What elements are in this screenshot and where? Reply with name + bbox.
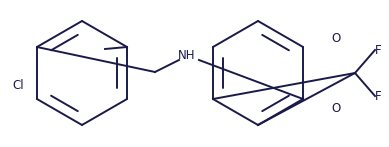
Text: O: O bbox=[331, 101, 341, 115]
Text: F: F bbox=[375, 44, 382, 56]
Text: NH: NH bbox=[178, 49, 196, 61]
Text: O: O bbox=[331, 31, 341, 45]
Text: Cl: Cl bbox=[12, 78, 24, 91]
Text: F: F bbox=[375, 91, 382, 103]
